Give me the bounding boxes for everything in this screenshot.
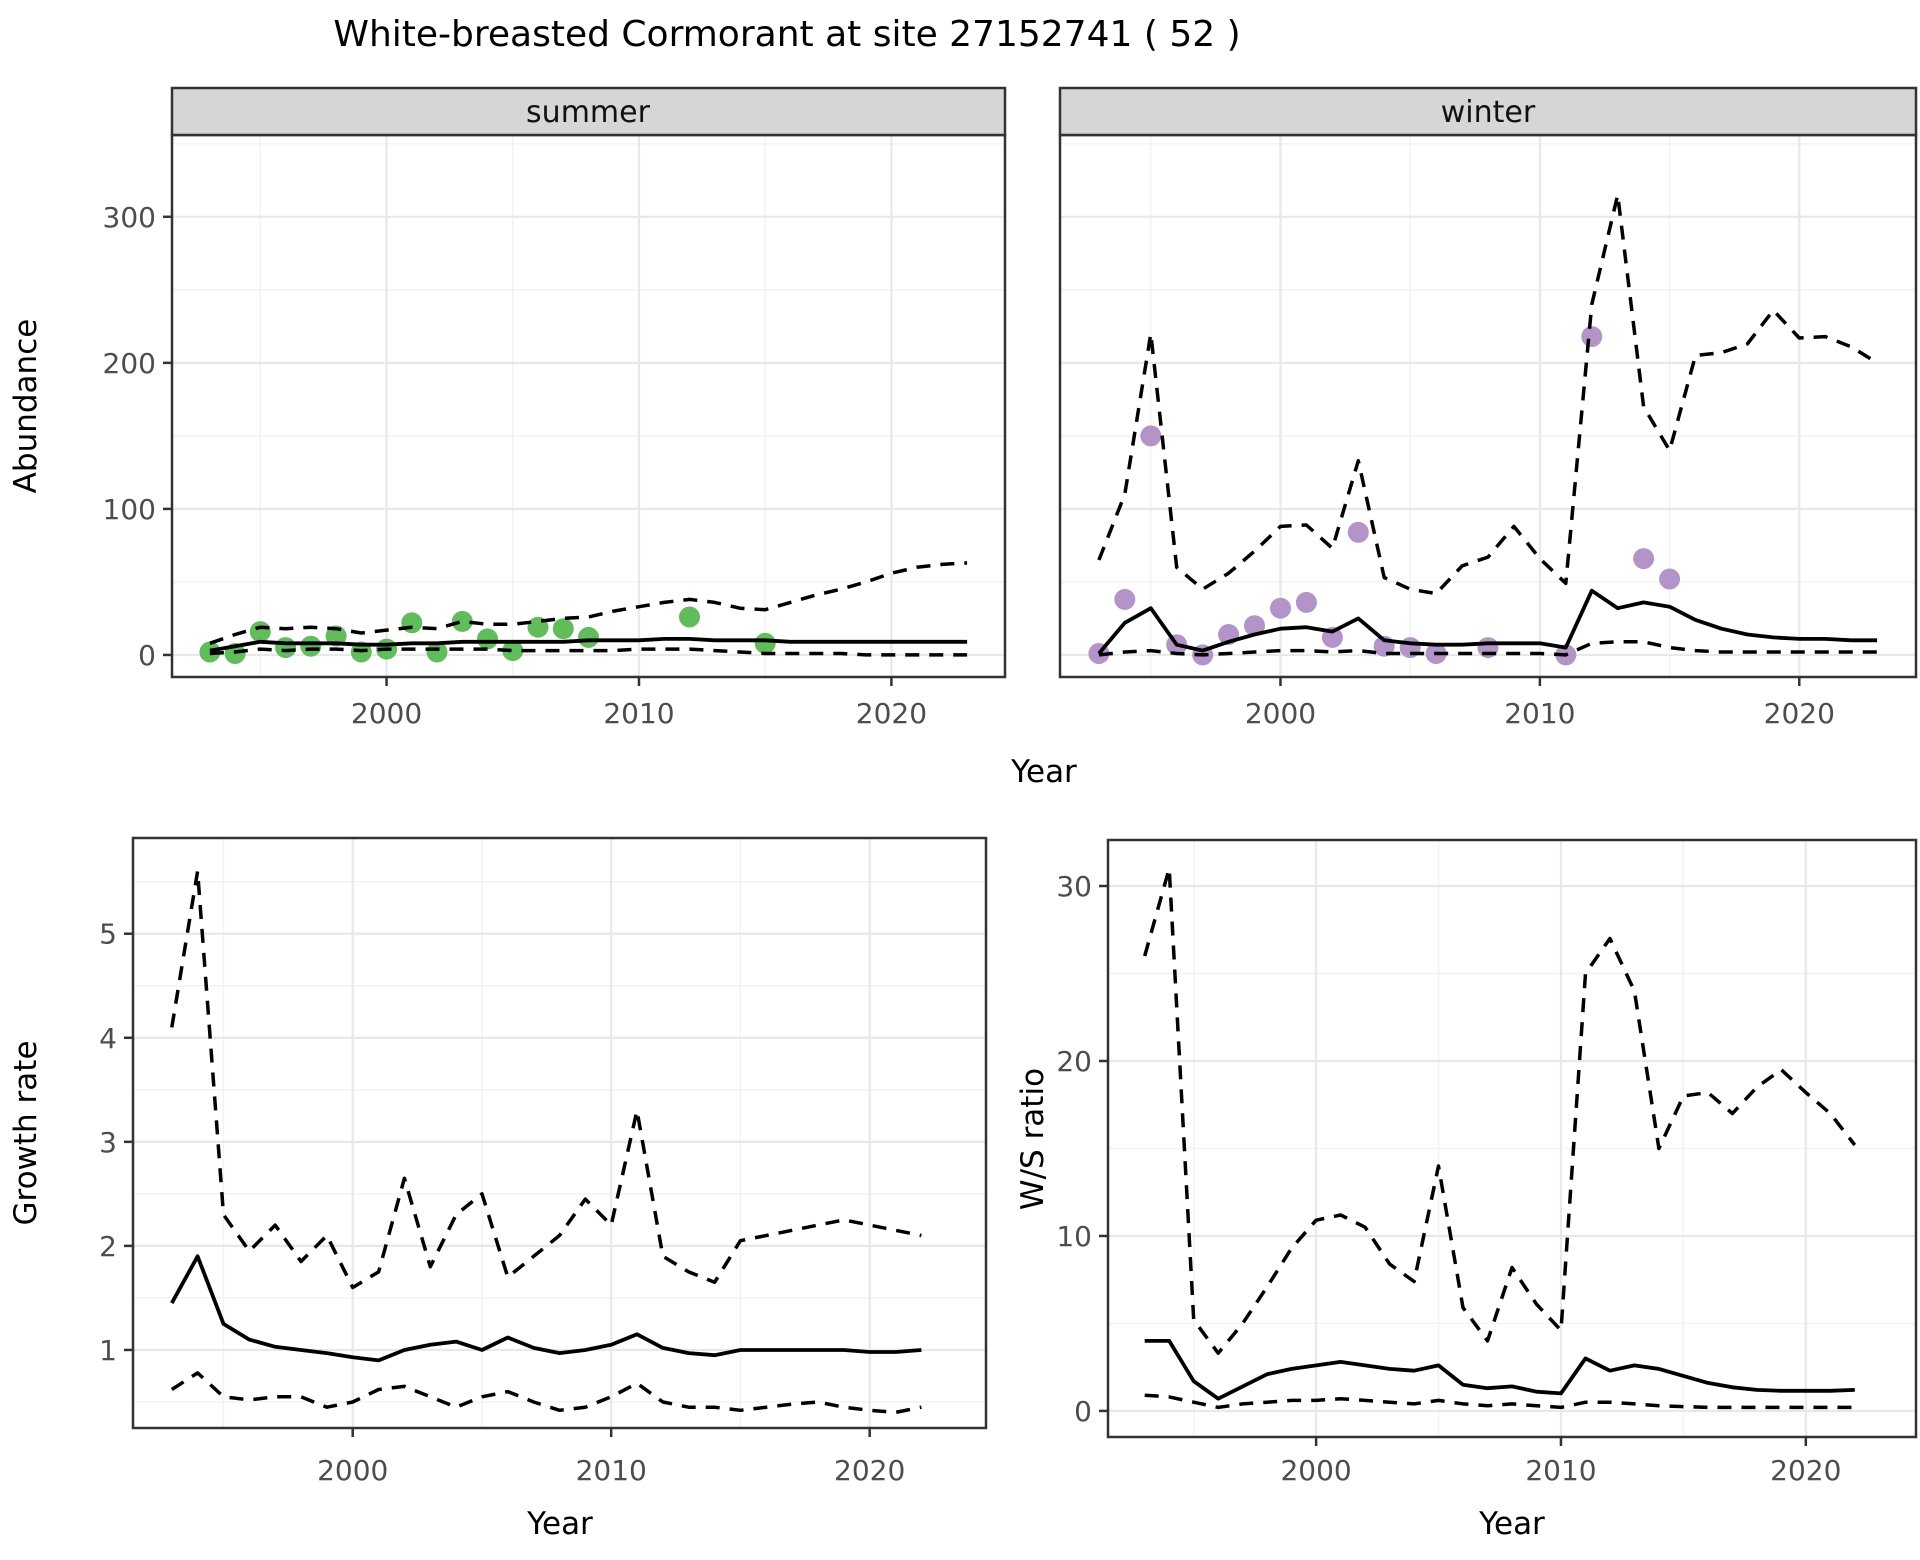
observed-point [754,632,776,654]
panel-abundance-winter: 2000 2010 2020 [1058,133,1918,730]
y-tick-label: 30 [1056,870,1092,903]
panel-ws-ratio: 2000 2010 2020 0 10 20 30 [1056,838,1918,1487]
y-tick-label: 1 [99,1334,117,1367]
observed-point [679,606,700,628]
panel-border [131,836,988,1430]
x-tick-label: 2000 [351,697,422,730]
observed-point [1659,568,1681,590]
x-tick-label: 2020 [1770,1454,1841,1487]
y-axis-ticks: 0 10 20 30 [1056,870,1108,1428]
y-tick-label: 10 [1056,1220,1092,1253]
panel-growth-rate: 2000 2010 2020 1 2 3 4 5 [99,836,988,1487]
y-tick-label: 300 [103,201,156,234]
observed-point [325,625,347,647]
y-axis-title-growth-rate: Growth rate [8,1040,44,1225]
observed-point [426,641,448,663]
median_fit-line [1097,588,1878,655]
facet-strips: summer winter [170,86,1918,137]
axis-titles: Abundance Year Growth rate W/S ratio Yea… [8,319,1545,1542]
observed-point [1244,615,1265,637]
x-tick-label: 2010 [1504,697,1575,730]
observed-point [275,637,297,659]
observed-point [502,640,524,662]
panel-abundance-summer: 2000 2010 2020 0 100 200 300 [103,133,1007,730]
x-axis-title-year-growth: Year [526,1506,593,1542]
observed-point [552,618,574,640]
x-axis-ticks: 2000 2010 2020 [317,1428,905,1487]
data-layers [1088,193,1879,666]
y-tick-label: 5 [99,918,117,951]
page-title: White-breasted Cormorant at site 2715274… [333,14,1240,55]
upper_ci-line [1143,866,1857,1355]
median_fit-line [209,637,968,653]
y-tick-label: 0 [138,639,156,672]
y-tick-label: 4 [99,1022,117,1055]
y-axis-ticks: 1 2 3 4 5 [99,918,133,1367]
facet-strip-winter-label: winter [1441,95,1536,130]
observed-point [249,621,271,643]
y-tick-label: 0 [1074,1395,1092,1428]
panel-border [1106,838,1918,1439]
x-tick-label: 2020 [1764,697,1835,730]
upper_ci-line [209,561,968,645]
y-tick-label: 20 [1056,1045,1092,1078]
gridlines [1108,840,1916,1437]
observed-summer-counts [199,606,776,664]
x-tick-label: 2020 [856,697,927,730]
observed-point [477,628,498,650]
observed-point [1347,521,1369,543]
observed-point [300,635,322,657]
x-tick-label: 2010 [1525,1454,1596,1487]
facet-strip-winter [1058,86,1918,137]
y-axis-ticks: 0 100 200 300 [103,201,172,672]
observed-point [1295,591,1317,613]
x-tick-label: 2000 [1245,697,1316,730]
panel-background [1060,135,1916,677]
lower_ci-line [1098,640,1878,657]
observed-point [1633,548,1655,570]
x-axis-title-year-ws: Year [1478,1506,1545,1542]
x-axis-ticks: 2000 2010 2020 [1280,1437,1841,1487]
observed-point [401,612,423,634]
observed-point [578,626,599,648]
x-axis-ticks: 2000 2010 2020 [351,677,927,730]
median_fit-line [1144,1339,1855,1401]
facet-strip-summer [170,86,1007,137]
y-axis-title-abundance: Abundance [8,319,44,494]
x-tick-label: 2000 [1280,1454,1351,1487]
observed-point [1114,588,1136,610]
x-tick-label: 2000 [317,1454,388,1487]
x-tick-label: 2010 [603,697,674,730]
panel-background [1108,840,1916,1437]
y-tick-label: 3 [99,1126,117,1159]
y-tick-label: 200 [103,347,156,380]
observed-point [451,610,473,632]
x-tick-label: 2010 [576,1454,647,1487]
observed-point [1270,597,1291,619]
observed-point [1140,425,1162,447]
y-tick-label: 100 [103,493,156,526]
panel-background [133,838,986,1428]
data-layers [170,869,922,1415]
x-tick-label: 2020 [834,1454,905,1487]
data-layers [1143,866,1857,1410]
upper_ci-line [1097,193,1879,596]
x-axis-ticks: 2000 2010 2020 [1245,677,1835,730]
facet-strip-summer-label: summer [526,95,651,130]
data-layers [199,561,968,664]
y-tick-label: 2 [99,1230,117,1263]
x-axis-title-year-top: Year [1010,754,1077,790]
lower_ci-line [209,647,968,657]
panel-background [172,135,1005,677]
gridlines [172,135,1005,677]
y-axis-title-ws-ratio: W/S ratio [1015,1068,1051,1210]
observed-point [1581,326,1603,348]
median_fit-line [170,1254,922,1363]
